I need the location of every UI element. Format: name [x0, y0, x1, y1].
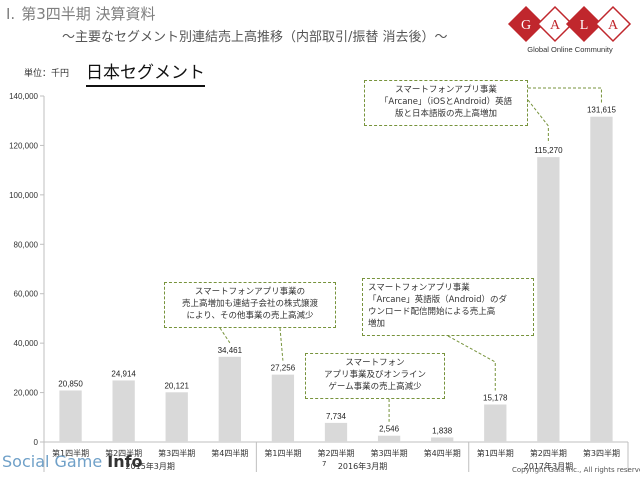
unit-label: 単位：千円: [24, 69, 70, 79]
bar-value-label: 20,850: [58, 379, 83, 388]
annotation-line: スマートフォン: [345, 358, 405, 368]
x-group-label: 2015年3月期: [125, 461, 174, 471]
logo-letter: L: [580, 18, 589, 33]
y-tick-label: 20,000: [14, 389, 39, 398]
annotation-line: により、その他事業の売上高減少: [186, 311, 314, 321]
bar: [590, 116, 613, 442]
annotation-arcane-ios-android: スマートフォンアプリ事業「Arcane」（iOSとAndroid）英語 版と日本語…: [364, 80, 528, 126]
x-category-label: 第1四半期: [477, 448, 514, 458]
annotation-line: 版と日本語版の売上高増加: [394, 109, 497, 119]
annotation-arcane-android: スマートフォンアプリ事業「Arcane」英語版（Android）のダ ウンロード配…: [362, 278, 534, 336]
x-group-label: 2016年3月期: [338, 461, 387, 471]
bar: [59, 390, 82, 442]
bar-value-label: 115,270: [534, 146, 563, 155]
slide-subtitle: ～主要なセグメント別連結売上高推移（内部取引/振替 消去後）～: [62, 30, 448, 45]
bar: [431, 437, 454, 442]
y-tick-label: 80,000: [14, 240, 39, 249]
bar: [484, 404, 507, 442]
bar: [218, 356, 241, 442]
logo-letter: A: [550, 18, 561, 33]
y-tick-label: 60,000: [14, 290, 39, 299]
slide-section-number: Ⅰ.: [6, 5, 16, 23]
logo-diamond: [507, 5, 545, 43]
watermark: Social Game Info: [2, 452, 143, 471]
annotation-line: ウンロード配信開始による売上高: [368, 307, 496, 317]
bar: [324, 422, 348, 442]
bar: [377, 435, 401, 442]
y-tick-label: 140,000: [9, 92, 38, 101]
y-tick-label: 40,000: [14, 339, 39, 348]
copyright: Copyright Gala Inc., All rights reserved: [512, 466, 640, 474]
logo-letter: G: [521, 18, 531, 33]
annotation-line: 「Arcane」英語版（Android）のダ: [368, 295, 507, 305]
x-category-label: 第3四半期: [371, 448, 408, 458]
logo-letter: A: [608, 18, 619, 33]
annotation-leader-line: [528, 87, 602, 103]
x-category-label: 第1四半期: [52, 448, 89, 458]
annotation-line: スマートフォンアプリ事業: [368, 283, 470, 293]
bar-value-label: 7,734: [326, 412, 347, 421]
bar-value-label: 2,546: [379, 425, 400, 434]
x-category-label: 第3四半期: [158, 448, 195, 458]
y-tick-label: 0: [34, 438, 39, 447]
bar-value-label: 131,615: [587, 106, 616, 115]
bar: [537, 157, 560, 443]
bar-value-label: 24,914: [111, 369, 136, 378]
bar-value-label: 1,838: [432, 426, 453, 435]
x-category-label: 第2四半期: [105, 448, 142, 458]
bar: [271, 374, 295, 442]
annotation-leader-line: [447, 335, 496, 391]
x-category-label: 第1四半期: [264, 448, 301, 458]
page-number: 7: [322, 460, 327, 468]
y-tick-label: 100,000: [9, 191, 38, 200]
annotation-line: スマートフォンアプリ事業の: [194, 287, 306, 297]
bar-value-label: 34,461: [218, 346, 243, 355]
gala-logo: G A L A Global Online Community: [507, 5, 632, 54]
annotation-leader-line: [219, 327, 231, 344]
bar-value-label: 20,121: [164, 381, 189, 390]
bar-value-label: 27,256: [271, 364, 296, 373]
annotation-revenue-decrease: スマートフォンアプリ事業及びオンライン ゲーム事業の売上高減少: [305, 353, 445, 399]
bar: [165, 392, 188, 442]
bar-value-label: 15,178: [483, 393, 508, 402]
slide-title: Ⅰ. 第3四半期 決算資料: [6, 3, 156, 24]
annotation-subsidiary-sale: スマートフォンアプリ事業の売上高増加も連結子会社の株式譲渡 により、その他事業の売…: [164, 282, 336, 328]
annotation-line: 売上高増加も連結子会社の株式譲渡: [181, 299, 318, 309]
segment-title: 日本セグメント: [86, 58, 205, 87]
x-category-label: 第2四半期: [317, 448, 354, 458]
logo-diamond: [565, 5, 603, 43]
annotation-leader-line: [279, 327, 284, 361]
logo-tagline: Global Online Community: [527, 45, 613, 54]
logo-diamond: [594, 5, 632, 43]
x-category-label: 第2四半期: [530, 448, 567, 458]
annotation-line: ゲーム事業の売上高減少: [328, 382, 422, 392]
annotation-line: アプリ事業及びオンライン: [323, 370, 426, 380]
y-tick-label: 120,000: [9, 141, 38, 150]
annotation-line: 「Arcane」（iOSとAndroid）英語: [379, 97, 513, 107]
annotation-leader-line: [527, 99, 549, 144]
logo-diamond: [536, 5, 574, 43]
slide-title-text: 第3四半期 決算資料: [21, 5, 156, 23]
annotation-line: スマートフォンアプリ事業: [395, 85, 497, 95]
x-group-label: 2017年3月期: [524, 461, 573, 471]
x-category-label: 第3四半期: [583, 448, 620, 458]
bar: [112, 380, 135, 442]
x-category-label: 第4四半期: [424, 448, 461, 458]
x-category-label: 第4四半期: [211, 448, 248, 458]
annotation-line: 増加: [368, 319, 386, 329]
